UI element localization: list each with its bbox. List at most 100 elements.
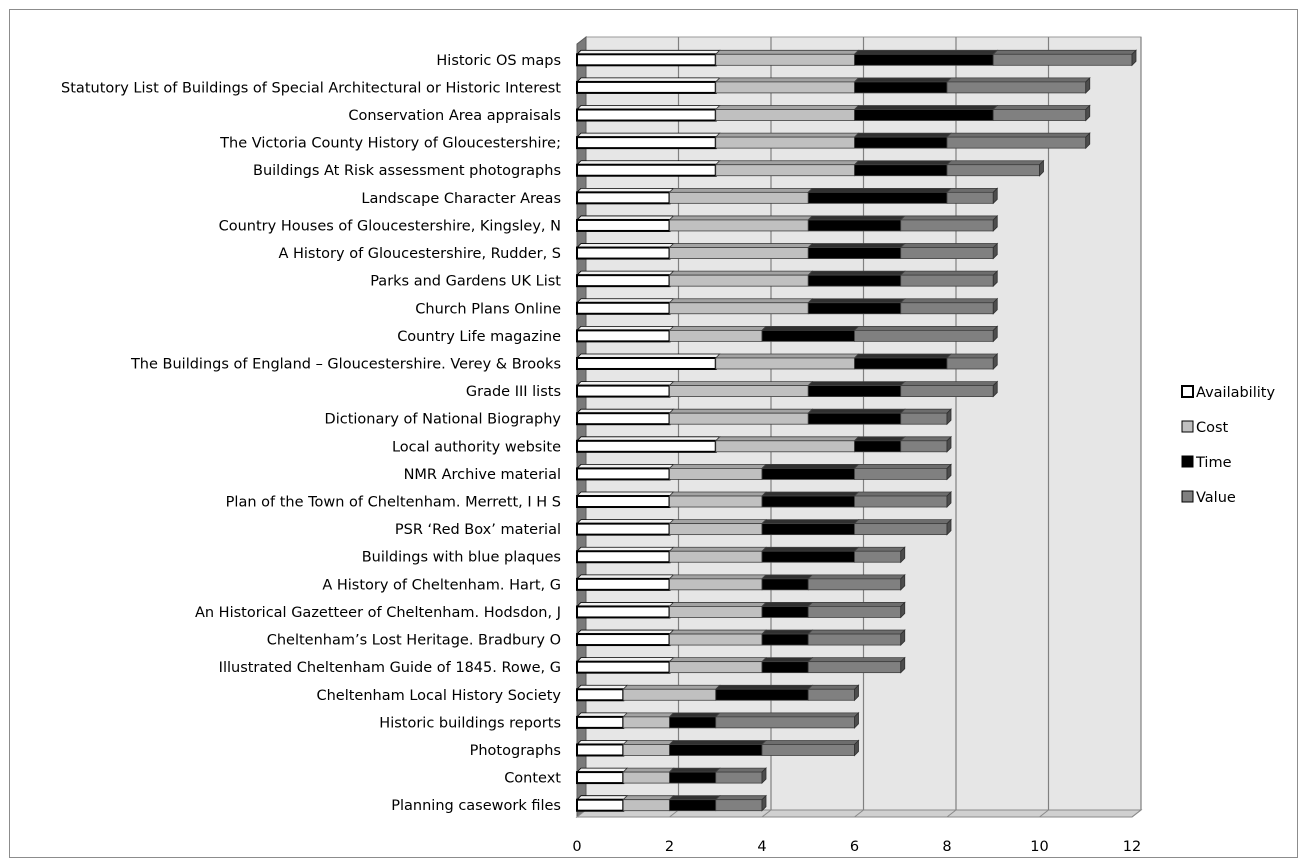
- bar-a-history-of-cheltenham-hart-g: [576, 573, 906, 591]
- bar-end-face: [1085, 132, 1091, 150]
- category-label: The Victoria County History of Glouceste…: [219, 136, 561, 152]
- bar-plan-of-the-town-of-cheltenham-merrett-i-h-s: [576, 491, 952, 509]
- bar-an-historical-gazetteer-of-cheltenham-hodsdon-j: [576, 601, 906, 619]
- bar-segment-value: [992, 49, 1137, 66]
- bar-segment-availability: [576, 740, 629, 757]
- bar-a-history-of-gloucestershire-rudder-s: [576, 242, 999, 260]
- category-label: Context: [504, 771, 561, 787]
- bar-country-life-magazine: [576, 325, 999, 343]
- legend-item-cost: Cost: [1181, 420, 1229, 436]
- floor-gridline-4: [761, 809, 772, 818]
- bar-segment-cost: [668, 657, 767, 674]
- bar-segment-value: [899, 408, 952, 425]
- category-label: Local authority website: [392, 439, 561, 455]
- bar-segment-availability: [576, 491, 675, 509]
- category-label: Country Houses of Gloucestershire, Kings…: [219, 218, 561, 234]
- bar-segment-cost: [622, 795, 675, 812]
- bar-segment-cost: [622, 712, 675, 729]
- bar-historic-os-maps: [576, 49, 1137, 67]
- bar-segment-availability: [576, 105, 721, 122]
- bar-segment-cost: [668, 519, 767, 536]
- bar-segment-availability: [576, 353, 721, 370]
- bar-segment-value: [714, 767, 767, 784]
- category-label: Planning casework files: [391, 798, 561, 814]
- bar-segment-cost: [668, 243, 814, 259]
- bar-segment-value: [899, 381, 999, 397]
- bar-segment-value: [946, 160, 1045, 177]
- bar-segment-time: [668, 795, 721, 812]
- legend-item-time: Time: [1181, 455, 1232, 471]
- floor-gridline-2: [669, 809, 679, 818]
- bar-segment-availability: [576, 629, 675, 647]
- bar-segment-time: [807, 381, 906, 397]
- x-tick-label-10: 10: [1030, 839, 1048, 855]
- bar-segment-value: [946, 187, 999, 204]
- bar-segment-value: [946, 353, 999, 370]
- bar-segment-value: [899, 298, 999, 315]
- category-label: NMR Archive material: [404, 467, 561, 483]
- bar-segment-value: [899, 270, 999, 287]
- bar-segment-time: [853, 49, 999, 66]
- bar-end-face: [761, 794, 767, 812]
- bar-segment-time: [761, 657, 814, 674]
- legend-label: Availability: [1196, 385, 1275, 401]
- category-axis-labels: Historic OS maps Statutory List of Buildi…: [61, 53, 561, 814]
- bar-illustrated-cheltenham-guide-of-1845-rowe-g: [576, 656, 906, 674]
- bar-segment-cost: [714, 132, 860, 149]
- legend-item-availability: Availability: [1181, 385, 1275, 401]
- bar-end-face: [992, 270, 998, 288]
- bar-conservation-area-appraisals: [576, 104, 1091, 122]
- bar-parks-and-gardens-uk-list: [576, 270, 999, 288]
- bar-segment-cost: [668, 629, 767, 646]
- bar-end-face: [900, 656, 906, 674]
- bar-the-victoria-county-history-of-gloucestershire: [576, 132, 1091, 150]
- bar-segment-time: [761, 325, 860, 342]
- bar-psr-red-box-material: [576, 518, 952, 536]
- bar-segment-availability: [576, 767, 629, 785]
- bar-segment-availability: [576, 602, 675, 619]
- bar-segment-availability: [576, 187, 675, 205]
- x-tick-label-6: 6: [850, 839, 859, 855]
- bar-dictionary-of-national-biography: [576, 408, 952, 426]
- bar-segment-time: [761, 519, 860, 536]
- bar-segment-value: [992, 105, 1091, 121]
- bar-end-face: [946, 491, 952, 508]
- bar-segment-cost: [668, 602, 767, 618]
- bar-segment-time: [853, 160, 952, 177]
- x-tick-label-4: 4: [757, 839, 766, 855]
- category-label: A History of Cheltenham. Hart, G: [322, 577, 561, 593]
- category-label: Statutory List of Buildings of Special A…: [61, 80, 561, 96]
- bar-segment-value: [946, 77, 1091, 94]
- category-label: Church Plans Online: [415, 301, 561, 317]
- bar-segment-cost: [668, 325, 767, 342]
- bar-segment-cost: [714, 353, 860, 370]
- bar-end-face: [992, 353, 998, 370]
- bar-segment-time: [807, 298, 906, 315]
- bar-segment-time: [668, 712, 721, 729]
- bar-segment-value: [807, 602, 906, 618]
- bar-segment-availability: [576, 49, 721, 67]
- bar-segment-time: [714, 684, 814, 701]
- bar-segment-value: [714, 712, 860, 729]
- bar-end-face: [854, 711, 859, 729]
- bar-segment-value: [853, 519, 952, 536]
- bar-segment-value: [807, 684, 860, 701]
- bar-segment-value: [807, 657, 906, 674]
- category-label: Country Life magazine: [397, 329, 561, 345]
- bar-segment-availability: [576, 408, 675, 426]
- bar-segment-value: [761, 740, 860, 756]
- bar-segment-availability: [576, 381, 675, 398]
- bar-segment-cost: [714, 77, 860, 94]
- bar-segment-time: [807, 270, 906, 287]
- legend-swatch: [1181, 490, 1194, 503]
- bar-segment-availability: [576, 132, 721, 150]
- x-tick-label-2: 2: [665, 839, 674, 855]
- bar-end-face: [946, 408, 952, 426]
- bar-end-face: [1039, 159, 1044, 177]
- bar-end-face: [1131, 49, 1137, 67]
- bar-end-face: [854, 739, 859, 757]
- bar-segment-availability: [576, 657, 675, 674]
- bar-segment-availability: [576, 574, 675, 591]
- bar-segment-time: [761, 602, 814, 618]
